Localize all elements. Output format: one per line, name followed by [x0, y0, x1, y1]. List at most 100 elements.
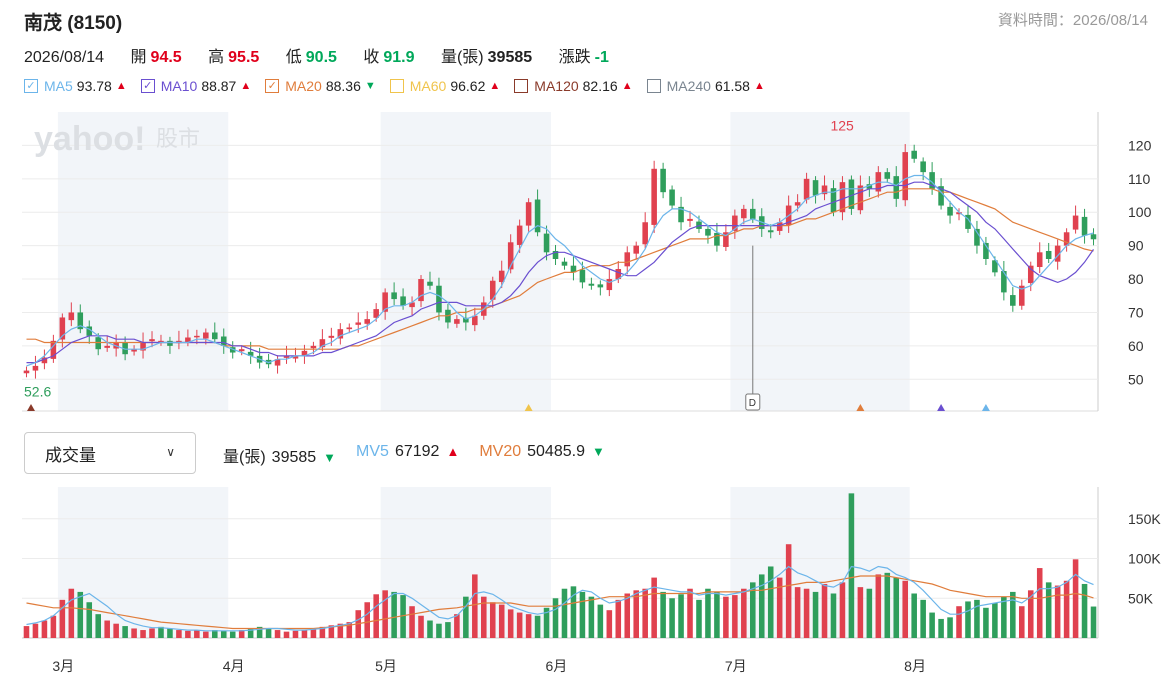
volume-tick-label: 100K — [1128, 551, 1161, 567]
volume-bar — [391, 591, 397, 638]
volume-bar — [23, 626, 30, 638]
ma-legend-item-ma20[interactable]: ✓ MA20 88.36 ▼ — [265, 78, 376, 94]
volume-bar — [140, 630, 146, 638]
candle — [812, 180, 819, 196]
candle — [803, 178, 810, 200]
ma-value: 88.87 — [201, 78, 237, 94]
ohlc-summary: 2026/08/14 開 94.5 高 95.5 低 90.5 收 91.9 量(張) 3… — [24, 43, 613, 67]
volume-bar — [274, 630, 281, 638]
candle — [983, 242, 989, 259]
close-label: 收 — [363, 49, 380, 66]
checkbox-checked-icon[interactable]: ✓ — [140, 79, 155, 93]
triangle-up-icon: ▲ — [489, 80, 501, 92]
checkbox-icon[interactable] — [514, 79, 529, 93]
volume-bar — [68, 588, 75, 638]
x-tick-label: 6月 — [546, 658, 568, 674]
volume-bar — [220, 630, 227, 638]
volume-bar — [705, 588, 711, 638]
checkbox-icon[interactable] — [646, 79, 661, 93]
volume-bar — [41, 620, 48, 638]
candle — [543, 233, 550, 253]
candle — [830, 188, 837, 213]
volume-bar — [714, 591, 720, 638]
candle — [1063, 232, 1070, 246]
ma-name: MA120 — [534, 78, 579, 94]
event-marker-box — [745, 393, 761, 411]
ma-legend-item-ma5[interactable]: ✓ MA5 93.78 ▲ — [24, 78, 127, 94]
volume-bar — [570, 586, 577, 638]
volume-bar — [803, 588, 810, 638]
open-value: 94.5 — [150, 49, 182, 66]
volume-bar — [185, 630, 191, 638]
volume-bar — [1010, 591, 1016, 638]
candle — [194, 335, 200, 338]
candle — [158, 340, 164, 343]
checkbox-icon[interactable] — [389, 79, 404, 93]
candle — [472, 315, 478, 326]
volume-bar — [839, 582, 846, 638]
candle — [382, 292, 388, 312]
volume-bar — [472, 574, 478, 638]
high-value: 95.5 — [228, 49, 260, 66]
checkbox-checked-icon[interactable]: ✓ — [24, 79, 38, 93]
candle — [86, 326, 93, 336]
volume-bar — [400, 595, 406, 638]
candle — [669, 189, 675, 206]
ma-legend-item-ma120[interactable]: MA120 82.16 ▲ — [514, 78, 633, 94]
volume-bar — [203, 631, 209, 638]
volume-bar — [750, 582, 756, 638]
volume-bar — [194, 630, 200, 638]
mv5-line — [26, 565, 1094, 632]
candle — [489, 280, 496, 300]
candle — [893, 176, 900, 199]
volume-bar — [534, 615, 541, 638]
candle — [436, 285, 442, 313]
volume-bar — [229, 631, 236, 638]
candle — [678, 206, 684, 223]
candle — [400, 296, 406, 306]
month-band — [730, 112, 910, 411]
volume-bar — [77, 591, 84, 638]
volume-bar — [319, 626, 326, 638]
candle — [409, 302, 415, 308]
change-value: -1 — [594, 49, 609, 66]
ma-legend-item-ma60[interactable]: MA60 96.62 ▲ — [389, 78, 501, 94]
ma-value: 93.78 — [76, 78, 112, 94]
month-band — [57, 487, 229, 638]
candle — [651, 168, 657, 225]
ohlc-date: 2026/08/14 — [24, 49, 105, 66]
candle — [741, 208, 747, 219]
candle — [104, 345, 110, 348]
volume-bar — [409, 606, 415, 638]
candle — [41, 357, 48, 364]
x-tick-label: 3月 — [52, 658, 74, 674]
volume-bar — [615, 599, 622, 638]
candle — [131, 349, 137, 352]
volume-bar — [445, 622, 451, 638]
candle — [615, 269, 622, 280]
volume-bar — [543, 607, 550, 638]
volume-bar — [938, 618, 944, 638]
indicator-dropdown[interactable]: 成交量 ∨ — [24, 432, 196, 474]
volume-bar — [167, 628, 173, 638]
month-band — [730, 487, 910, 638]
volume-bar — [741, 588, 747, 638]
candle — [776, 222, 783, 231]
checkbox-checked-icon[interactable]: ✓ — [265, 79, 280, 93]
volume-bar — [95, 614, 101, 638]
volume-bar — [812, 591, 819, 638]
candle — [1036, 252, 1043, 268]
ma-legend-item-ma240[interactable]: MA240 61.58 ▲ — [646, 78, 765, 94]
ma-legend-item-ma10[interactable]: ✓ MA10 88.87 ▲ — [140, 78, 251, 94]
volume-bar — [104, 620, 110, 638]
volume-bar — [346, 622, 353, 638]
volume-bar — [929, 612, 935, 638]
ma-name: MA10 — [160, 78, 198, 94]
candle — [956, 212, 962, 215]
volume-bar — [884, 572, 891, 638]
x-tick-label: 4月 — [223, 658, 245, 674]
candle — [463, 317, 469, 323]
chevron-down-icon: ∨ — [166, 445, 175, 459]
open-label: 開 — [130, 49, 147, 66]
candle — [552, 250, 559, 259]
